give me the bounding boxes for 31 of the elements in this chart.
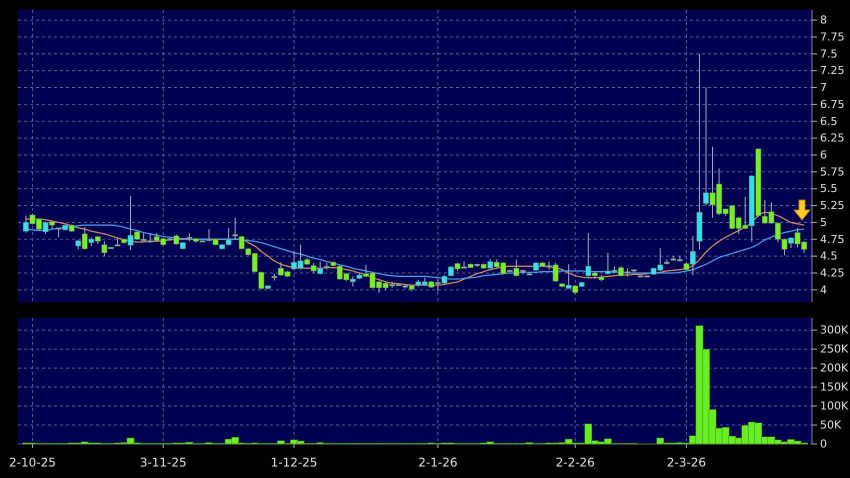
- y-tick-label: 7.25: [820, 64, 844, 78]
- y-tick-label: 5: [820, 216, 827, 229]
- x-tick-label: 2-1-26: [418, 456, 458, 470]
- y-tick-label: 4: [820, 283, 827, 296]
- candlestick: [232, 217, 238, 240]
- x-tick-label: 1-12-25: [270, 456, 318, 470]
- x-tick-label: 3-11-25: [140, 456, 187, 470]
- y-tick-label: 5.5: [820, 182, 838, 196]
- y-tick-label: 250K: [820, 342, 849, 356]
- y-tick-label: 6.25: [820, 132, 844, 145]
- y-tick-label: 4.75: [820, 232, 844, 246]
- x-tick-label: 2-10-25: [9, 456, 56, 470]
- y-tick-label: 200K: [820, 362, 849, 375]
- y-tick-label: 5.25: [820, 199, 844, 212]
- y-tick-label: 4.5: [820, 250, 838, 263]
- y-tick-label: 50K: [820, 418, 842, 432]
- y-tick-label: 150K: [820, 380, 849, 394]
- y-tick-label: 300K: [820, 324, 849, 337]
- y-tick-label: 4.25: [820, 266, 844, 280]
- y-tick-label: 6.5: [820, 114, 838, 128]
- y-tick-label: 8: [820, 14, 827, 27]
- y-tick-label: 7.75: [820, 30, 844, 44]
- y-tick-label: 5.75: [820, 165, 844, 178]
- y-tick-label: 100K: [820, 400, 849, 413]
- y-tick-label: 7: [820, 81, 827, 94]
- y-tick-label: 6: [820, 148, 827, 162]
- x-tick-label: 2-3-26: [666, 456, 706, 470]
- y-tick-label: 7.5: [820, 47, 838, 60]
- x-tick-label: 2-2-26: [556, 456, 595, 470]
- y-tick-label: 6.75: [820, 98, 844, 111]
- y-tick-label: 0: [820, 438, 827, 451]
